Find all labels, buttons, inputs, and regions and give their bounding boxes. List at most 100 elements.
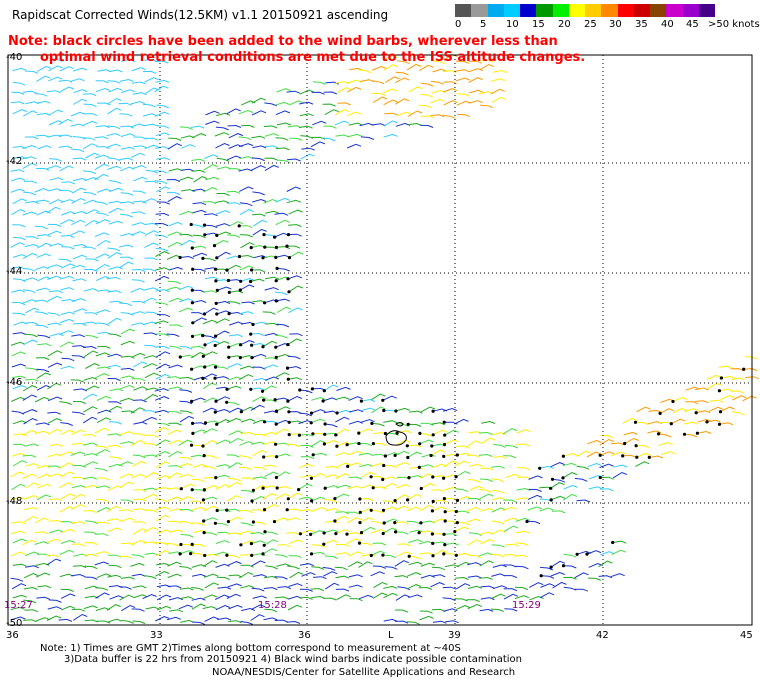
contamination-dot xyxy=(633,420,638,424)
wind-barb xyxy=(34,188,49,193)
wind-barb xyxy=(516,487,531,491)
contamination-dot xyxy=(443,543,447,547)
wind-barb xyxy=(372,592,388,599)
wind-barb xyxy=(22,144,37,150)
wind-barb xyxy=(419,552,434,556)
wind-barb xyxy=(251,587,265,592)
wind-barb xyxy=(480,104,494,109)
wind-barb xyxy=(442,114,456,119)
wind-barb xyxy=(61,246,75,250)
contamination-dot xyxy=(178,255,182,260)
wind-barb xyxy=(685,401,699,405)
wind-barb xyxy=(719,388,734,392)
wind-barb xyxy=(23,417,38,425)
wind-barb xyxy=(215,200,230,204)
wind-barb xyxy=(359,517,375,524)
wind-barb xyxy=(371,393,386,401)
wind-barb xyxy=(36,287,51,292)
wind-barb xyxy=(48,529,64,534)
wind-barb xyxy=(48,599,62,603)
contamination-dot xyxy=(549,498,553,502)
wind-barb xyxy=(25,482,40,489)
wind-barb xyxy=(10,188,25,193)
wind-barb xyxy=(73,613,88,621)
wind-barb xyxy=(154,498,168,503)
wind-barb xyxy=(34,517,50,524)
wind-barb xyxy=(239,510,253,514)
wind-barb xyxy=(300,135,314,139)
wind-barb xyxy=(408,475,423,479)
wind-barb xyxy=(144,144,159,150)
wind-barb xyxy=(418,540,433,545)
contamination-dot xyxy=(430,444,434,448)
wind-barb xyxy=(262,493,277,500)
wind-barb xyxy=(82,393,98,401)
wind-barb xyxy=(95,485,111,489)
wind-barb xyxy=(120,146,135,150)
wind-barb xyxy=(23,289,36,294)
contamination-dot xyxy=(215,288,219,292)
wind-barb xyxy=(420,562,435,567)
wind-barb xyxy=(48,109,64,116)
wind-barb xyxy=(264,157,278,161)
wind-barb xyxy=(145,387,160,391)
wind-barb xyxy=(240,540,256,546)
wind-barb xyxy=(323,539,338,545)
wind-barb xyxy=(120,340,135,346)
contamination-dot xyxy=(275,486,279,490)
wind-barb xyxy=(60,588,74,592)
wind-barb xyxy=(204,485,219,491)
wind-barb xyxy=(10,101,25,105)
wind-barb xyxy=(457,522,471,526)
wind-barb xyxy=(623,431,638,436)
wind-barb xyxy=(193,176,208,183)
contamination-dot xyxy=(346,464,350,468)
wind-barb xyxy=(10,341,26,346)
wind-barb xyxy=(718,365,733,369)
wind-barb xyxy=(142,593,157,600)
wind-barb xyxy=(58,79,73,83)
contamination-dot xyxy=(189,443,194,447)
legend-label: >50 knots xyxy=(708,19,760,30)
wind-barb xyxy=(142,297,157,304)
wind-barb xyxy=(119,157,134,161)
wind-barb xyxy=(192,299,207,304)
contamination-dot xyxy=(310,499,314,503)
wind-barb xyxy=(407,110,423,117)
wind-barb xyxy=(337,87,352,94)
wind-barb xyxy=(25,565,39,569)
wind-barb xyxy=(192,268,206,272)
wind-barb xyxy=(144,552,159,556)
wind-barb xyxy=(156,104,170,109)
wind-barb xyxy=(478,91,494,95)
wind-barb xyxy=(228,620,242,624)
wind-barb xyxy=(503,499,517,503)
wind-barb xyxy=(85,520,98,525)
wind-barb xyxy=(154,180,168,185)
wind-barb xyxy=(132,92,147,96)
wind-barb xyxy=(358,69,372,74)
wind-barb xyxy=(205,176,220,181)
wind-barb xyxy=(371,453,386,457)
wind-barb xyxy=(60,422,73,426)
wind-barb xyxy=(370,520,384,525)
contamination-dot xyxy=(249,246,253,250)
wind-barb xyxy=(226,155,242,161)
wind-barb xyxy=(407,444,421,448)
wind-barb xyxy=(240,621,254,625)
wind-barb xyxy=(229,290,244,294)
wind-barb xyxy=(394,494,410,502)
wind-barb xyxy=(683,421,698,425)
wind-barb xyxy=(540,583,555,588)
contamination-dot xyxy=(225,268,229,272)
wind-barb xyxy=(406,584,422,590)
wind-barb xyxy=(82,416,98,424)
wind-barb xyxy=(203,213,218,217)
wind-barb xyxy=(371,65,387,71)
wind-barb xyxy=(46,90,61,94)
wind-barb xyxy=(502,506,517,512)
wind-barb xyxy=(157,605,172,611)
wind-barb xyxy=(133,528,148,535)
wind-barb xyxy=(505,543,519,547)
wind-barb xyxy=(311,551,326,555)
